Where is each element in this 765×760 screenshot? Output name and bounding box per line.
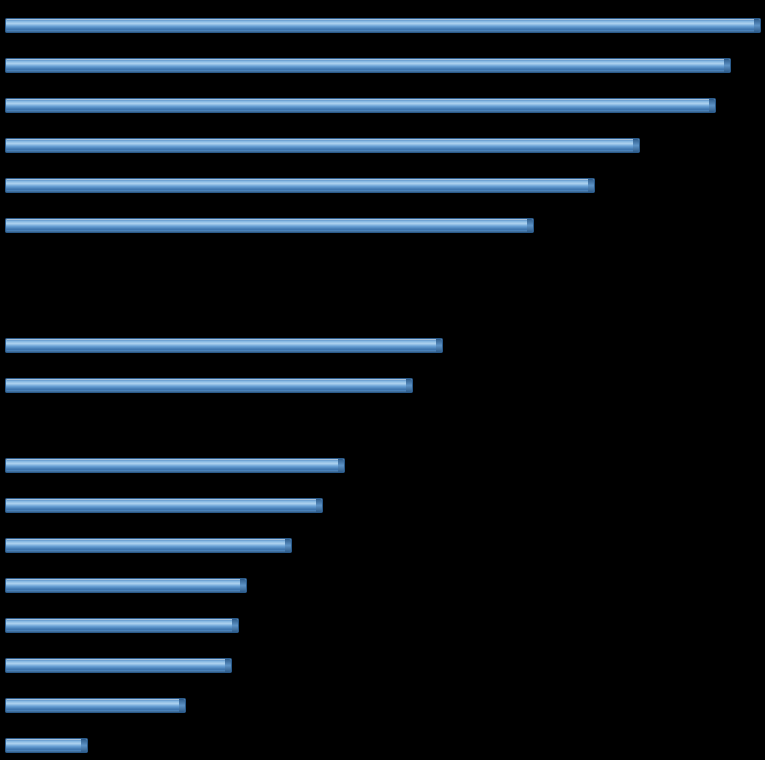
bar-11 bbox=[5, 578, 247, 593]
bar-10 bbox=[5, 538, 292, 553]
bar-13 bbox=[5, 658, 232, 673]
bar-2 bbox=[5, 98, 716, 113]
bar-6 bbox=[5, 338, 443, 353]
bar-5 bbox=[5, 218, 534, 233]
bar-0 bbox=[5, 18, 761, 33]
bar-8 bbox=[5, 458, 345, 473]
bar-3 bbox=[5, 138, 640, 153]
bar-4 bbox=[5, 178, 595, 193]
bar-12 bbox=[5, 618, 239, 633]
bar-14 bbox=[5, 698, 186, 713]
bar-15 bbox=[5, 738, 88, 753]
bar-7 bbox=[5, 378, 413, 393]
bar-1 bbox=[5, 58, 731, 73]
bar-9 bbox=[5, 498, 323, 513]
horizontal-bar-chart bbox=[0, 0, 765, 760]
